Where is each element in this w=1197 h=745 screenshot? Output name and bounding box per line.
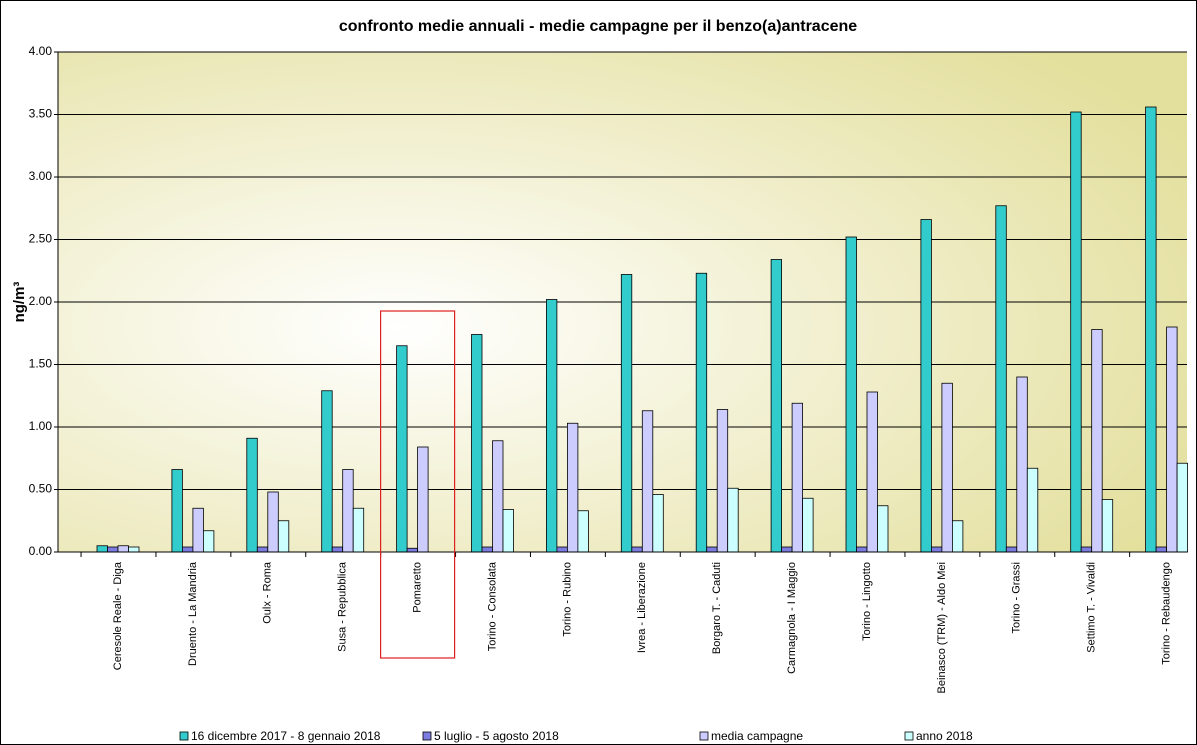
- legend-swatch: [904, 731, 914, 741]
- bar: [396, 345, 408, 553]
- bar: [856, 546, 868, 553]
- bar: [546, 299, 558, 553]
- bar: [267, 491, 279, 553]
- bar: [1005, 546, 1018, 553]
- bar: [171, 469, 183, 553]
- bar: [920, 219, 932, 553]
- bar: [770, 259, 782, 553]
- legend-swatch: [179, 731, 189, 741]
- bar: [342, 469, 354, 553]
- y-axis-title: ng/m³: [11, 282, 28, 323]
- x-tick-label: Torino - Grassi: [1011, 562, 1023, 634]
- bar: [192, 507, 204, 553]
- x-tick-label: Torino - Rubino: [561, 562, 573, 637]
- bar: [931, 546, 943, 553]
- bar: [567, 422, 579, 553]
- bar: [417, 446, 429, 553]
- y-tick-label: 2.00: [29, 294, 53, 308]
- x-tick-label: Beinasco (TRM) - Aldo Mei: [936, 562, 948, 693]
- bar: [652, 494, 664, 553]
- bar: [1166, 326, 1178, 553]
- bar: [727, 487, 739, 553]
- bar: [471, 334, 483, 553]
- x-tick-label: Borgaro T. - Caduti: [711, 562, 723, 654]
- bar: [331, 546, 344, 553]
- bar: [96, 545, 108, 553]
- x-tick-label: Torino - Consolata: [486, 561, 498, 651]
- x-tick-label: Torino - Rebaudengo: [1161, 562, 1173, 665]
- bar: [631, 546, 643, 553]
- x-tick-label: Ivrea - Liberazione: [636, 562, 648, 653]
- bar: [1091, 329, 1103, 553]
- bar: [716, 409, 729, 553]
- legend-label: 16 dicembre 2017 - 8 gennaio 2018: [191, 729, 381, 743]
- legend-swatch: [422, 731, 432, 741]
- bar: [1101, 499, 1114, 553]
- legend-label: media campagne: [711, 729, 803, 743]
- bar: [877, 505, 889, 553]
- bar: [695, 272, 708, 553]
- bar: [706, 546, 718, 553]
- bar: [952, 520, 964, 553]
- bar: [256, 546, 269, 553]
- highlight-box: [380, 310, 456, 659]
- chart-title: confronto medie annuali - medie campagne…: [339, 18, 857, 35]
- legend-label: anno 2018: [916, 729, 973, 743]
- bar: [941, 382, 953, 553]
- bar: [1016, 376, 1028, 553]
- bar: [641, 410, 654, 553]
- bar: [321, 390, 333, 553]
- x-tick-label: Settimo T. - Vivaldi: [1086, 562, 1098, 653]
- x-tick-label: Torino - Lingotto: [861, 562, 873, 641]
- y-tick-label: 0.00: [29, 544, 53, 558]
- bar: [1176, 462, 1188, 553]
- y-tick-label: 4.00: [29, 44, 53, 58]
- x-tick-label: Oulx - Roma: [262, 561, 274, 624]
- bar: [791, 402, 803, 553]
- x-tick-label: Pomaretto: [412, 562, 424, 613]
- bar: [117, 545, 129, 553]
- bar: [107, 546, 119, 553]
- legend-label: 5 luglio - 5 agosto 2018: [434, 729, 559, 743]
- y-tick-label: 0.50: [29, 482, 53, 496]
- x-tick-label: Druento - La Mandria: [187, 561, 199, 666]
- bar: [202, 530, 215, 553]
- bar: [1080, 546, 1093, 553]
- bar: [352, 507, 365, 553]
- legend-swatch: [699, 731, 709, 741]
- bar: [781, 546, 793, 553]
- bar: [1155, 546, 1167, 553]
- x-tick-label: Carmagnola - I Maggio: [786, 562, 798, 674]
- bar: [802, 497, 814, 553]
- bar: [577, 510, 589, 553]
- bar: [181, 546, 194, 553]
- bar: [246, 437, 258, 553]
- bar: [492, 440, 504, 553]
- y-tick-label: 1.50: [29, 357, 53, 371]
- bar: [995, 205, 1007, 553]
- bar: [556, 546, 568, 553]
- bar: [1145, 106, 1157, 553]
- bar: [128, 546, 140, 553]
- x-tick-label: Ceresole Reale - Diga: [112, 561, 124, 670]
- y-tick-label: 3.50: [29, 107, 53, 121]
- bar: [277, 520, 290, 553]
- y-tick-label: 1.00: [29, 419, 53, 433]
- bar: [502, 509, 514, 553]
- bar: [1026, 467, 1039, 553]
- bar: [845, 236, 857, 553]
- y-tick-label: 2.50: [29, 232, 53, 246]
- bar: [620, 274, 633, 553]
- bar: [1070, 111, 1082, 553]
- bar: [481, 546, 493, 553]
- y-tick-label: 3.00: [29, 169, 53, 183]
- bar: [406, 547, 419, 553]
- x-tick-label: Susa - Repubblica: [337, 561, 349, 652]
- bar: [866, 391, 878, 553]
